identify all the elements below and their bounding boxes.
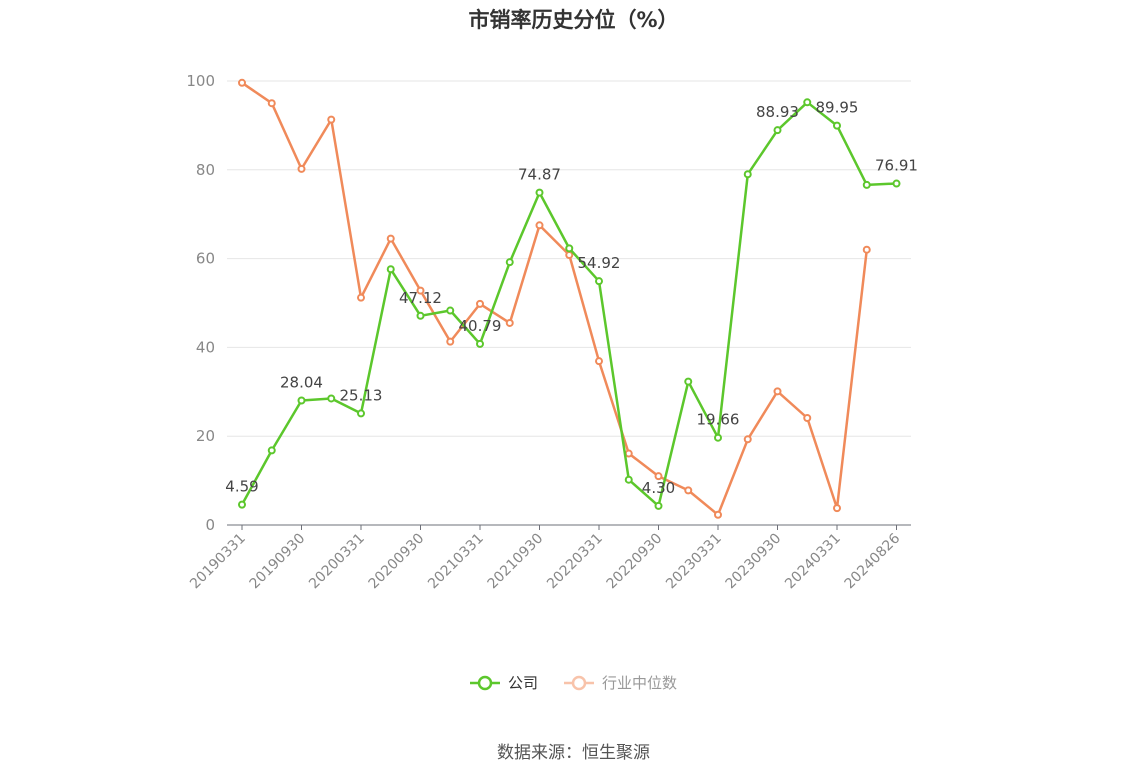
chart-canvas: 0 20 40 60 80 100 2019033120190930202003312020… xyxy=(186,72,918,593)
data-label-company-10: 74.87 xyxy=(518,166,561,184)
data-label-company-22: 76.91 xyxy=(875,157,918,175)
data-point-company-8 xyxy=(476,339,484,348)
data-label-company-18: 88.93 xyxy=(756,103,799,121)
data-label-company-4: 25.13 xyxy=(340,386,383,404)
x-tick-label-8: 20230331 xyxy=(663,531,725,593)
data-point-industry-12 xyxy=(595,357,603,366)
data-point-company-13 xyxy=(624,475,633,484)
x-tick-label-4: 20210331 xyxy=(425,531,487,593)
legend-industry-label: 行业中位数 xyxy=(602,674,678,692)
series-line-industry xyxy=(241,81,869,517)
data-point-industry-21 xyxy=(862,245,871,254)
legend-item-company[interactable]: 公司 xyxy=(469,672,538,693)
data-point-industry-0 xyxy=(238,78,246,87)
legend-industry-marker-icon xyxy=(564,675,594,690)
data-point-industry-6 xyxy=(416,286,425,295)
data-point-industry-18 xyxy=(773,387,782,396)
data-point-company-10 xyxy=(535,188,544,197)
data-point-industry-10 xyxy=(535,221,544,230)
data-label-company-2: 28.04 xyxy=(280,374,323,392)
data-point-industry-3 xyxy=(327,115,336,124)
y-tick-label-100: 100 xyxy=(186,72,215,90)
x-tick-label-2: 20200331 xyxy=(306,531,368,593)
x-tick-label-3: 20200930 xyxy=(366,531,428,593)
data-point-industry-7 xyxy=(446,337,455,346)
data-point-company-21 xyxy=(862,180,871,189)
data-point-company-12 xyxy=(595,277,603,286)
data-point-industry-4 xyxy=(357,293,365,302)
data-point-company-17 xyxy=(743,170,752,179)
data-label-company-12: 54.92 xyxy=(578,254,621,272)
data-point-industry-15 xyxy=(684,486,693,495)
y-tick-label-40: 40 xyxy=(196,338,215,356)
data-point-company-9 xyxy=(505,258,514,267)
chart-legend: 公司 行业中位数 xyxy=(0,672,1147,693)
data-point-industry-11 xyxy=(565,251,574,260)
data-point-industry-1 xyxy=(267,99,276,108)
y-tick-label-80: 80 xyxy=(196,161,215,179)
x-tick-label-0: 20190331 xyxy=(187,531,249,593)
x-tick-label-7: 20220930 xyxy=(604,531,666,593)
data-point-industry-14 xyxy=(654,472,663,481)
data-point-company-15 xyxy=(684,377,693,386)
data-point-industry-19 xyxy=(803,413,812,422)
data-label-company-16: 19.66 xyxy=(697,411,740,429)
series-line-company xyxy=(240,101,897,508)
data-label-company-6: 47.12 xyxy=(399,289,442,307)
data-point-company-0 xyxy=(238,500,246,509)
data-point-company-7 xyxy=(446,306,455,315)
data-label-company-0: 4.59 xyxy=(225,478,258,496)
data-point-company-4 xyxy=(357,409,365,418)
legend-item-industry[interactable]: 行业中位数 xyxy=(564,672,677,693)
data-point-company-16 xyxy=(714,433,722,442)
x-tick-label-10: 20240331 xyxy=(782,531,844,593)
data-point-company-18 xyxy=(773,126,782,135)
data-point-company-3 xyxy=(327,394,336,403)
data-point-industry-9 xyxy=(505,318,514,327)
data-point-company-1 xyxy=(267,446,276,455)
data-point-company-22 xyxy=(892,179,901,188)
data-point-company-6 xyxy=(416,311,425,320)
data-point-company-5 xyxy=(386,265,395,274)
chart-title: 市销率历史分位（%） xyxy=(468,8,679,32)
data-point-industry-16 xyxy=(714,510,722,519)
data-label-company-8: 40.79 xyxy=(459,317,502,335)
data-point-industry-5 xyxy=(386,234,395,243)
data-point-industry-13 xyxy=(624,449,633,458)
data-point-industry-2 xyxy=(297,164,306,173)
x-tick-label-6: 20220331 xyxy=(544,531,606,593)
legend-company-marker-icon xyxy=(469,675,500,690)
x-tick-label-9: 20230930 xyxy=(723,531,785,593)
data-label-company-20: 89.95 xyxy=(816,99,859,117)
data-point-company-20 xyxy=(833,121,841,130)
y-tick-label-20: 20 xyxy=(196,427,215,445)
data-point-company-19 xyxy=(803,98,812,107)
data-point-company-14 xyxy=(654,501,663,510)
data-point-industry-17 xyxy=(743,435,752,444)
y-tick-label-60: 60 xyxy=(196,250,215,268)
x-tick-label-5: 20210930 xyxy=(485,531,547,593)
y-tick-label-0: 0 xyxy=(205,516,215,534)
x-tick-label-1: 20190930 xyxy=(247,531,309,593)
data-point-industry-8 xyxy=(476,299,484,308)
x-tick-label-11: 20240826 xyxy=(842,530,904,592)
data-source-note: 数据来源：恒生聚源 xyxy=(497,743,650,763)
data-point-company-11 xyxy=(565,244,574,253)
data-point-company-2 xyxy=(297,396,306,405)
data-label-company-14: 4.30 xyxy=(642,479,675,497)
data-point-industry-20 xyxy=(833,504,841,513)
legend-company-label: 公司 xyxy=(507,674,538,692)
